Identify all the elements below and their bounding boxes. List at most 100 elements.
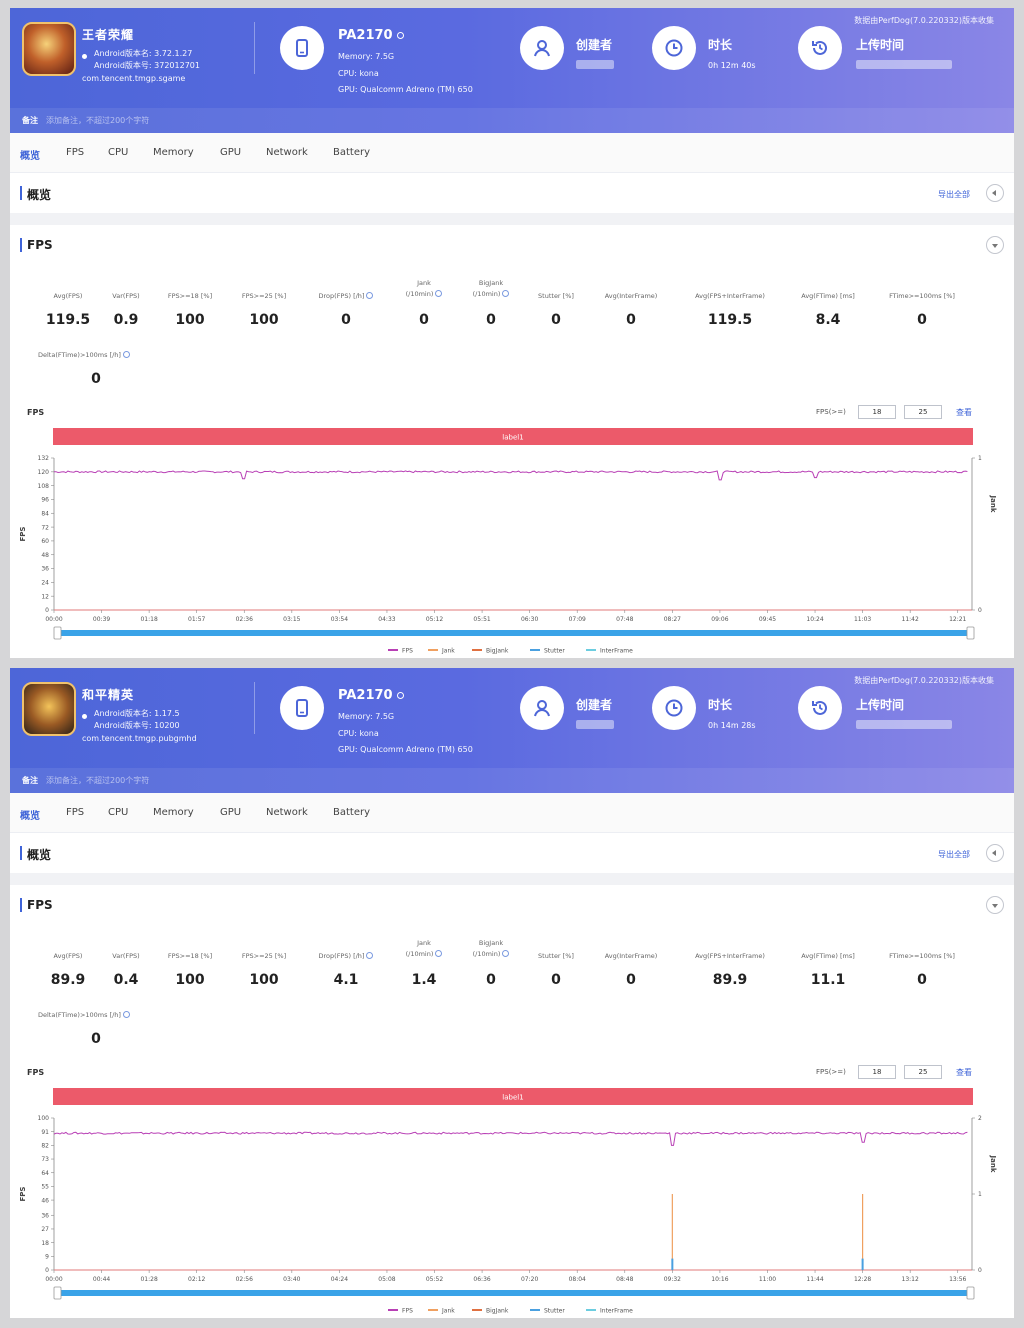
legend-item-label[interactable]: InterFrame: [600, 648, 633, 655]
y2-tick-label: 1: [978, 1191, 982, 1198]
tab-cpu[interactable]: CPU: [108, 147, 129, 158]
note-bar[interactable]: 备注 添加备注，不超过200个字符: [10, 108, 1014, 133]
zoom-slider-handle-right[interactable]: [966, 626, 975, 640]
x-tick-label: 05:51: [473, 616, 490, 623]
clock-icon: [652, 686, 696, 730]
y2-axis-label: Jank: [989, 495, 997, 513]
collapse-fps-button[interactable]: [986, 896, 1004, 914]
legend-item-label[interactable]: Stutter: [544, 1308, 565, 1315]
x-tick-label: 06:30: [521, 616, 538, 623]
tab-overview[interactable]: 概览: [20, 151, 40, 162]
legend-item-label[interactable]: InterFrame: [600, 1308, 633, 1315]
legend-item-label[interactable]: Stutter: [544, 648, 565, 655]
device-info-icon[interactable]: [397, 32, 405, 39]
zoom-slider-track[interactable]: [58, 1290, 970, 1296]
zoom-slider-track[interactable]: [58, 630, 970, 636]
x-tick-label: 11:44: [806, 1276, 823, 1283]
metric-label: Avg(InterFrame): [586, 951, 676, 961]
x-tick-label: 01:57: [188, 616, 205, 623]
x-tick-label: 08:27: [664, 616, 681, 623]
export-all-link[interactable]: 导出全部: [938, 190, 970, 199]
metric-value: 100: [249, 972, 279, 988]
metric-label: Var(FPS): [81, 951, 171, 961]
android-version-name: Android版本名: 1.17.5: [94, 709, 180, 718]
tab-fps[interactable]: FPS: [66, 807, 85, 818]
tab-gpu[interactable]: GPU: [220, 147, 242, 158]
info-icon[interactable]: [435, 290, 443, 297]
note-input[interactable]: 添加备注，不超过200个字符: [46, 776, 150, 785]
fps-section-title: FPS: [27, 898, 53, 912]
y-tick-label: 24: [41, 580, 49, 587]
note-bar[interactable]: 备注 添加备注，不超过200个字符: [10, 768, 1014, 793]
package-name: com.tencent.tmgp.pubgmhd: [82, 734, 197, 743]
device-info-icon[interactable]: [397, 692, 405, 699]
note-input[interactable]: 添加备注，不超过200个字符: [46, 116, 150, 125]
info-icon[interactable]: [502, 290, 510, 297]
section-gap: [10, 213, 1014, 225]
y-tick-label: 73: [41, 1156, 49, 1163]
export-all-link[interactable]: 导出全部: [938, 850, 970, 859]
tab-network[interactable]: Network: [266, 147, 308, 158]
legend-item-label[interactable]: BigJank: [486, 1308, 509, 1315]
tab-bar: 概览 FPS CPU Memory GPU Network Battery: [10, 133, 1014, 173]
android-icon: [82, 54, 87, 59]
metric-label: BigJank (/10min): [446, 278, 536, 300]
tab-network[interactable]: Network: [266, 807, 308, 818]
x-tick-label: 10:16: [711, 1276, 728, 1283]
legend-item-label[interactable]: BigJank: [486, 648, 509, 655]
tab-memory[interactable]: Memory: [153, 147, 194, 158]
data-source-note: 数据由PerfDog(7.0.220332)版本收集: [854, 676, 994, 685]
fps-apply-button[interactable]: 查看: [956, 1068, 972, 1077]
info-icon[interactable]: [366, 952, 374, 959]
y-tick-label: 60: [41, 538, 49, 545]
legend-item-label[interactable]: Jank: [441, 1308, 455, 1315]
metric-label-text: BigJank (/10min): [472, 939, 504, 958]
legend-item-label[interactable]: FPS: [402, 1308, 413, 1315]
info-icon[interactable]: [366, 292, 374, 299]
app-name: 和平精英: [82, 688, 135, 702]
metric-value: 11.1: [810, 972, 846, 988]
y2-tick-label: 2: [978, 1115, 982, 1122]
info-icon[interactable]: [502, 950, 510, 957]
legend-item-label[interactable]: FPS: [402, 648, 413, 655]
zoom-slider-handle-right[interactable]: [966, 1286, 975, 1300]
collapse-overview-button[interactable]: [986, 844, 1004, 862]
upload-time-value-blurred: [856, 720, 952, 729]
collapse-overview-button[interactable]: [986, 184, 1004, 202]
device-gpu: GPU: Qualcomm Adreno (TM) 650: [338, 85, 473, 94]
metric-value: 4.1: [333, 972, 359, 988]
tab-battery[interactable]: Battery: [333, 147, 371, 158]
zoom-slider-handle-left[interactable]: [53, 626, 62, 640]
section-accent: [20, 238, 22, 252]
device-cpu: CPU: kona: [338, 69, 379, 78]
tab-overview[interactable]: 概览: [20, 811, 40, 822]
fps-apply-button[interactable]: 查看: [956, 408, 972, 417]
device-cpu: CPU: kona: [338, 729, 379, 738]
duration-value: 0h 14m 28s: [708, 721, 756, 730]
fps-threshold-input-2[interactable]: 25: [904, 1065, 942, 1079]
metric-label-text: Drop(FPS) [/h]: [318, 292, 365, 300]
info-icon[interactable]: [122, 1011, 130, 1018]
x-tick-label: 08:04: [569, 1276, 586, 1283]
metric-label: Avg(FPS+InterFrame): [685, 291, 775, 301]
metric-label: Drop(FPS) [/h]: [301, 951, 391, 961]
y-axis-label: FPS: [19, 1187, 27, 1202]
tab-battery[interactable]: Battery: [333, 807, 371, 818]
fps-threshold-input-1[interactable]: 18: [858, 1065, 896, 1079]
fps-threshold-input-2[interactable]: 25: [904, 405, 942, 419]
legend-item-label[interactable]: Jank: [441, 648, 455, 655]
info-icon[interactable]: [435, 950, 443, 957]
fps-threshold-input-1[interactable]: 18: [858, 405, 896, 419]
tab-gpu[interactable]: GPU: [220, 807, 242, 818]
collapse-fps-button[interactable]: [986, 236, 1004, 254]
chevron-left-icon: [992, 190, 996, 196]
tab-memory[interactable]: Memory: [153, 807, 194, 818]
tab-cpu[interactable]: CPU: [108, 807, 129, 818]
x-tick-label: 07:48: [616, 616, 633, 623]
zoom-slider-handle-left[interactable]: [53, 1286, 62, 1300]
app-icon: [22, 22, 76, 76]
metric-value: 0: [419, 312, 429, 328]
info-icon[interactable]: [122, 351, 130, 358]
chevron-down-icon: [992, 244, 998, 248]
tab-fps[interactable]: FPS: [66, 147, 85, 158]
